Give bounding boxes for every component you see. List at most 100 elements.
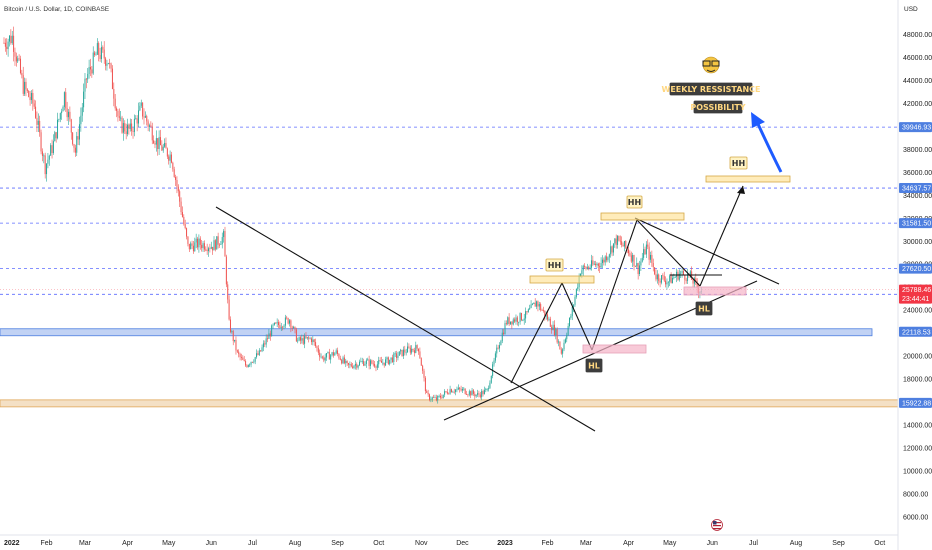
candle-body <box>418 348 420 352</box>
level-label: 39946.93 <box>902 125 931 132</box>
candle-body <box>109 63 111 64</box>
candle-body <box>592 260 594 265</box>
candle-body <box>402 349 404 357</box>
candle-body <box>194 242 196 252</box>
hh-label: HH <box>548 261 561 270</box>
candle-body <box>15 56 17 62</box>
x-tick-label: 2023 <box>497 540 513 547</box>
candle-body <box>206 249 208 252</box>
candle-body <box>588 267 590 269</box>
swing-line <box>561 282 593 351</box>
candle-body <box>186 228 188 237</box>
y-tick-label: 6000.00 <box>903 514 928 521</box>
candle-body <box>242 357 244 360</box>
candle-body <box>271 325 273 337</box>
level-label: 15922.88 <box>902 400 931 407</box>
candle-body <box>489 382 491 389</box>
candle-body <box>494 353 496 361</box>
candle-body <box>643 249 645 258</box>
candle-body <box>379 360 381 362</box>
candle-body <box>448 393 450 395</box>
x-tick-label: Jun <box>707 540 718 547</box>
candle-body <box>162 146 164 151</box>
candle-body <box>113 89 115 99</box>
candle-body <box>54 132 56 142</box>
candle-body <box>213 240 215 251</box>
candle-body <box>118 116 120 118</box>
level-label-bg <box>899 326 932 337</box>
candle-body <box>640 261 642 266</box>
candle-body <box>563 342 565 350</box>
candle-body <box>656 274 658 280</box>
y-tick-label: 48000.00 <box>903 32 932 39</box>
candle-body <box>136 118 138 124</box>
candle-body <box>254 357 256 362</box>
candle-body <box>585 266 587 269</box>
candle-body <box>158 137 160 150</box>
candle-body <box>191 243 193 246</box>
weekly-resistance-label: WEEKLY RESSISTANCE <box>662 85 761 94</box>
candle-body <box>680 272 682 274</box>
level-label: 34637.57 <box>902 186 931 193</box>
projection-line <box>699 185 744 287</box>
candle-body <box>69 111 71 120</box>
candle-body <box>504 323 506 335</box>
candle-body <box>599 265 601 268</box>
candle-body <box>515 317 517 322</box>
y-tick-label: 14000.00 <box>903 422 932 429</box>
blue-arrow-head <box>751 112 765 128</box>
candle-body <box>416 345 418 349</box>
candle-body <box>282 326 284 328</box>
candle-body <box>526 311 528 313</box>
candle-body <box>312 339 314 343</box>
candle-body <box>559 341 561 350</box>
candle-body <box>310 338 312 343</box>
candle-body <box>81 107 83 116</box>
candle-body <box>234 339 236 342</box>
candle-body <box>611 246 613 253</box>
candle-body <box>463 388 465 390</box>
candle-body <box>251 361 253 363</box>
price-zones <box>0 328 899 408</box>
candle-body <box>342 357 344 364</box>
candle-body <box>637 263 639 275</box>
candle-body <box>293 326 295 328</box>
candle-body <box>595 263 597 266</box>
candle-body <box>235 339 237 351</box>
level-label-bg <box>899 183 932 194</box>
candle-body <box>573 304 575 307</box>
candle-body <box>231 331 233 332</box>
x-tick-label: Mar <box>79 540 92 547</box>
candle-body <box>497 347 499 349</box>
candle-body <box>518 321 520 323</box>
candle-body <box>228 299 230 320</box>
nerd-face-icon <box>702 56 720 74</box>
target-zone <box>705 175 791 183</box>
candle-body <box>61 111 63 114</box>
candle-body <box>455 389 457 392</box>
candle-body <box>25 81 27 90</box>
candle-body <box>188 243 190 250</box>
y-tick-label: 44000.00 <box>903 78 932 85</box>
hl-label-bg <box>695 301 713 316</box>
candle-body <box>442 394 444 399</box>
candle-body <box>245 361 247 366</box>
candle-body <box>10 35 12 44</box>
candle-body <box>461 388 463 391</box>
y-tick-label: 12000.00 <box>903 445 932 452</box>
candle-body <box>305 336 307 339</box>
candle-body <box>597 263 599 266</box>
candle-body <box>172 162 174 170</box>
x-tick-label: Oct <box>874 540 885 547</box>
candle-body <box>153 140 155 144</box>
candle-body <box>545 314 547 317</box>
y-tick-label: 30000.00 <box>903 239 932 246</box>
candle-body <box>419 351 421 359</box>
candle-body <box>404 349 406 353</box>
candle-body <box>320 356 322 358</box>
candle-body <box>368 359 370 366</box>
candle-body <box>98 43 100 56</box>
time-axis: 2022 Feb Mar Apr May Jun Jul Aug Sep Oct Nov Dec 202… <box>0 534 898 547</box>
candle-body <box>197 238 199 248</box>
candle-body <box>390 357 392 360</box>
